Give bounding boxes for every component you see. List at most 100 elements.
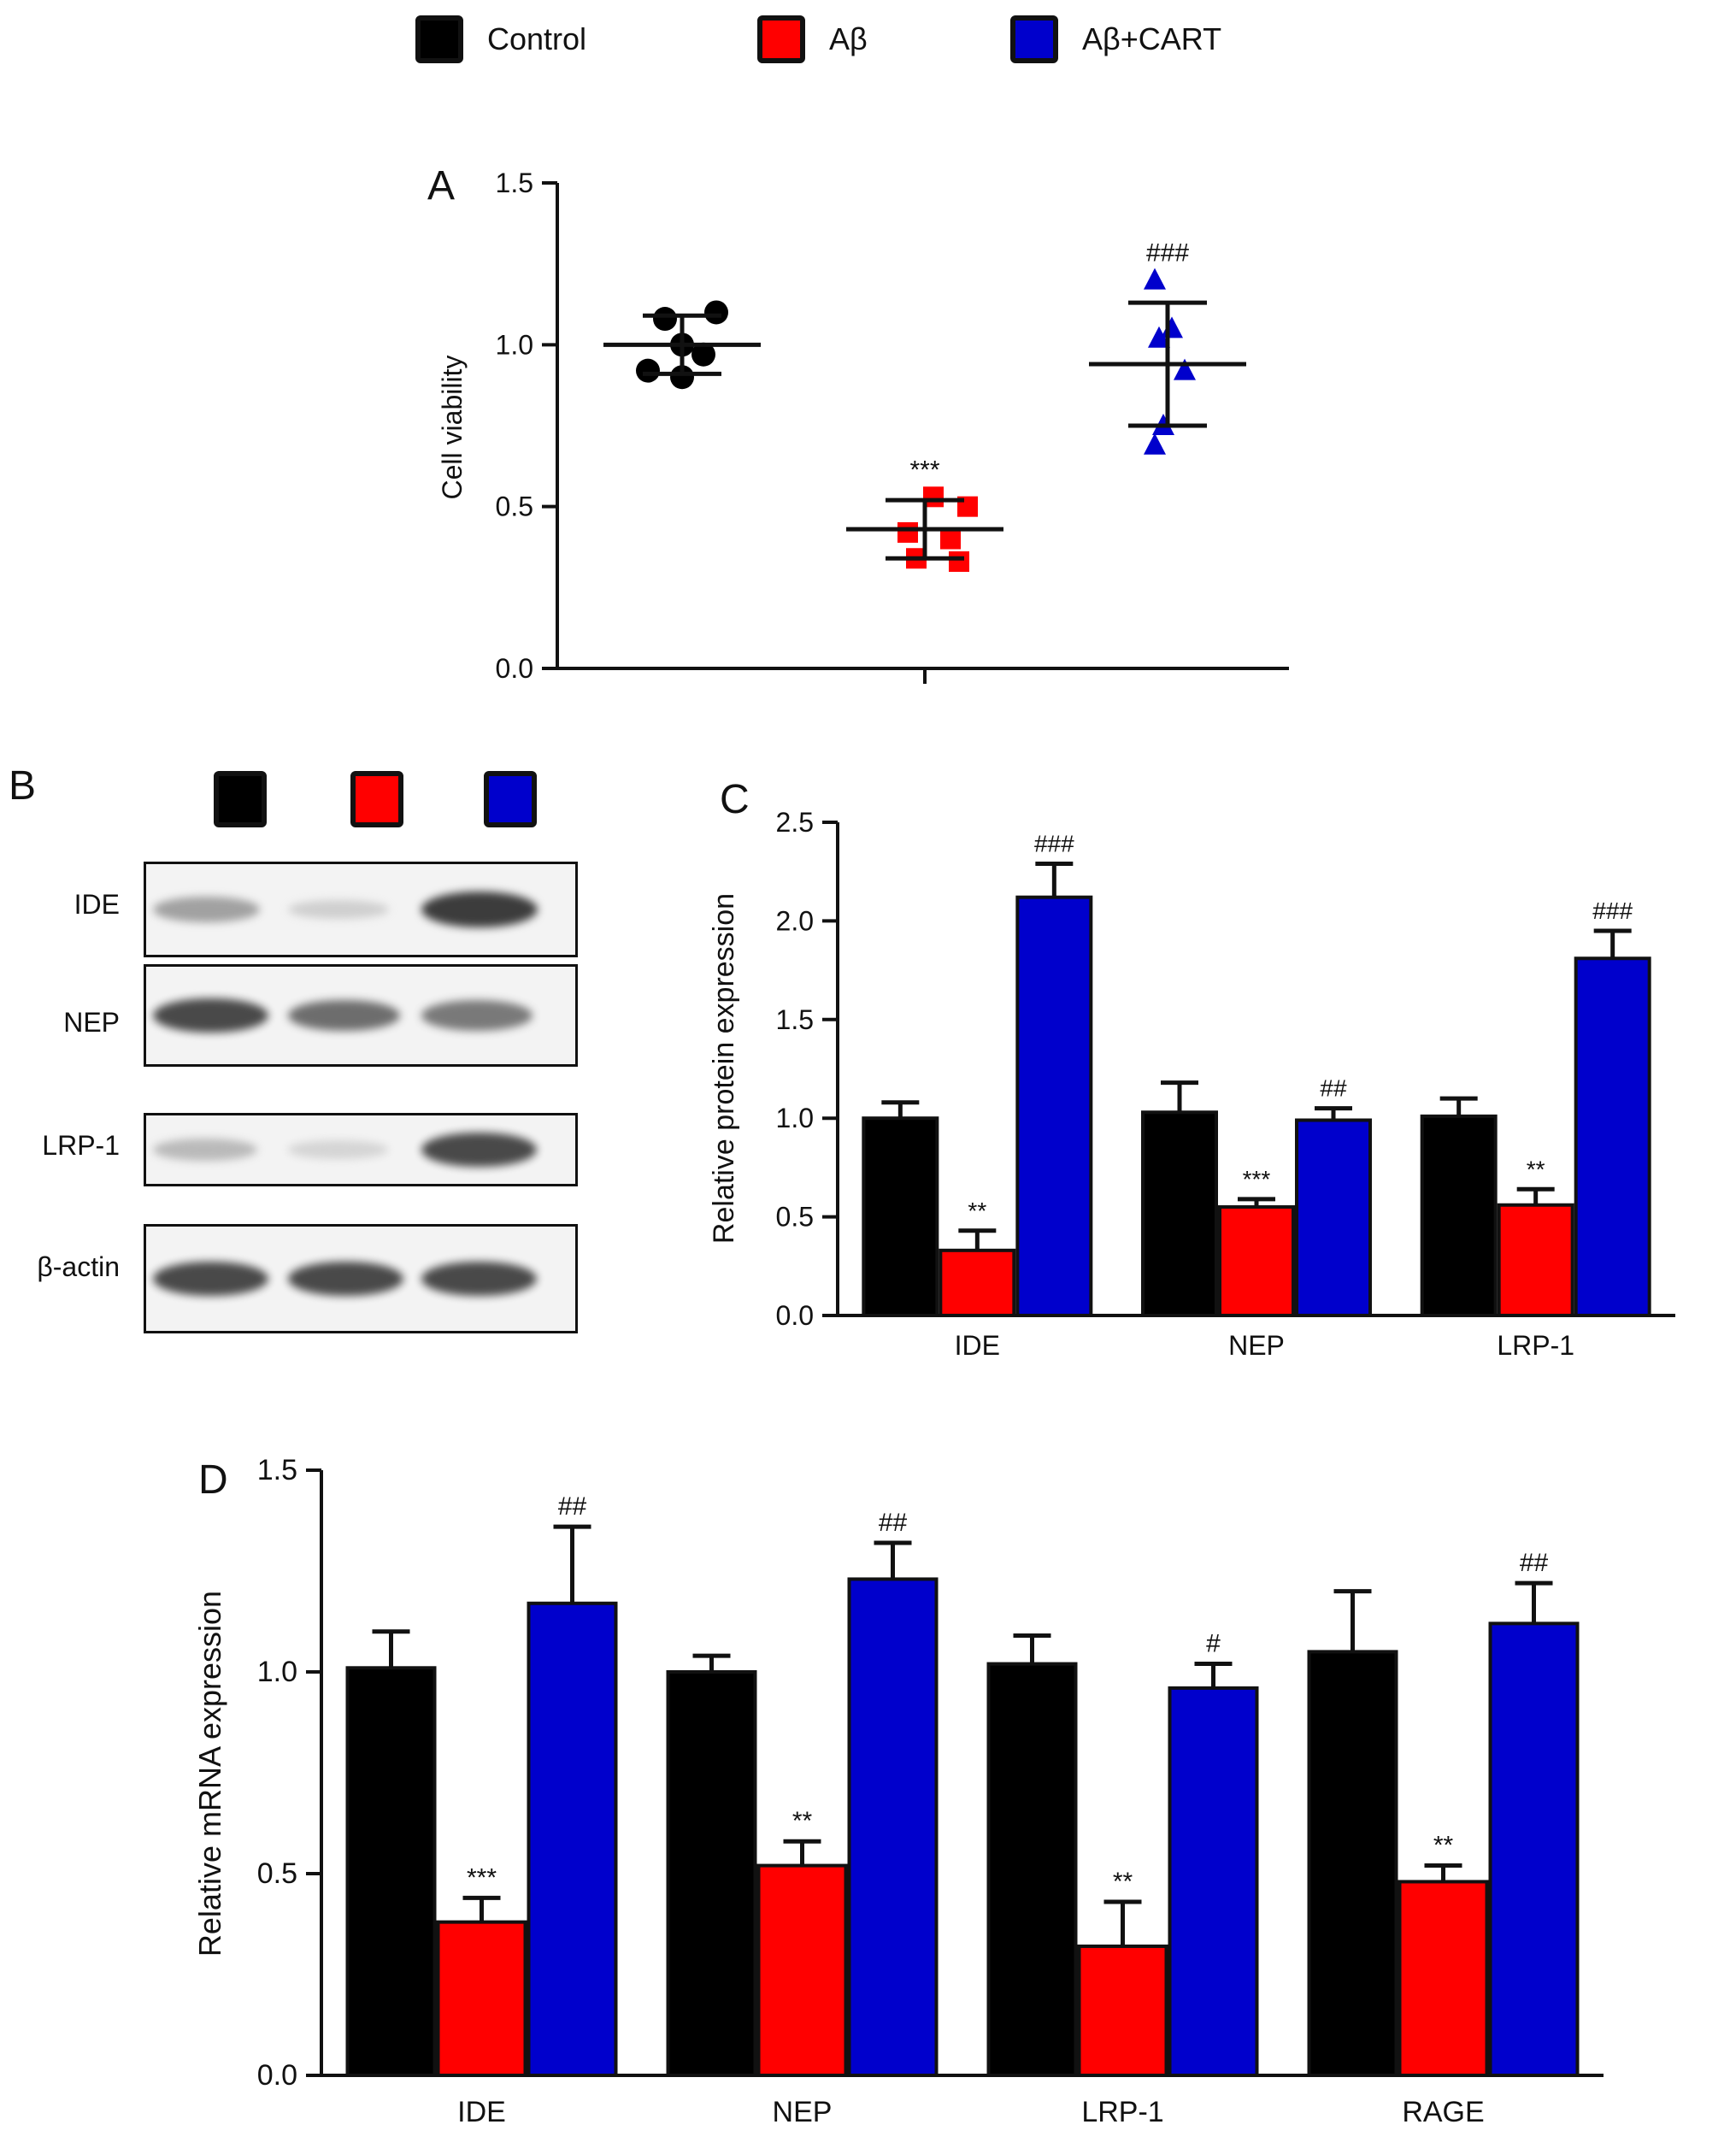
data-point [1148, 326, 1170, 348]
bar [1574, 956, 1651, 1317]
blot-band [288, 899, 389, 920]
panel-letter-b: B [9, 763, 37, 809]
data-point [1144, 268, 1166, 290]
bar [1218, 1205, 1295, 1318]
data-point [636, 358, 660, 383]
blot-band [153, 1261, 268, 1297]
bar [666, 1670, 757, 2077]
blot-strip-ide [144, 862, 578, 957]
y-tick-label: 1.5 [496, 168, 533, 198]
blot-band [421, 1261, 537, 1297]
significance-label: *** [1243, 1166, 1271, 1192]
panel-letter-a: A [427, 163, 456, 209]
significance-label: ## [1520, 1549, 1549, 1577]
legend-swatch-abeta-cart [1010, 15, 1058, 63]
x-tick-label: NEP [773, 2096, 833, 2128]
y-tick-label: 0.0 [776, 1300, 814, 1331]
lane-swatch-abeta [350, 771, 403, 827]
y-tick-label: 1.5 [776, 1004, 814, 1035]
legend-swatch-control [415, 15, 463, 63]
data-point [653, 307, 677, 332]
y-tick-label: 2.0 [776, 905, 814, 936]
data-point [670, 365, 694, 390]
blot-label-ide: IDE [74, 889, 120, 920]
blot-band [421, 1000, 533, 1031]
significance-label: # [1206, 1630, 1221, 1658]
y-axis-label: Relative protein expression [708, 893, 740, 1244]
x-tick-label: IDE [457, 2096, 506, 2128]
legend-item-abeta-cart: Aβ+CART [1010, 14, 1221, 65]
legend-swatch-abeta [757, 15, 805, 63]
significance-label: ## [879, 1509, 908, 1537]
bar [756, 1863, 848, 2078]
legend-label-abeta-cart: Aβ+CART [1082, 21, 1222, 56]
blot-band [153, 998, 268, 1033]
bar [1420, 1114, 1498, 1317]
bar [1077, 1944, 1168, 2077]
significance-label: ## [1320, 1075, 1347, 1102]
data-point [1144, 433, 1166, 455]
y-tick-label: 1.0 [776, 1103, 814, 1133]
significance-label: ** [968, 1198, 986, 1224]
blot-label-nep: NEP [63, 1007, 120, 1038]
y-tick-label: 1.0 [257, 1656, 297, 1688]
blot-band [153, 896, 261, 923]
significance-label: ** [1113, 1868, 1133, 1896]
blot-band [288, 999, 401, 1032]
significance-label: *** [909, 456, 939, 484]
significance-label: *** [467, 1863, 497, 1892]
data-point [949, 551, 969, 573]
bar [1398, 1880, 1489, 2077]
bar [527, 1601, 618, 2077]
bar [345, 1666, 437, 2078]
x-tick-label: IDE [955, 1330, 1000, 1361]
data-point [897, 521, 918, 543]
significance-label: ** [1433, 1832, 1454, 1860]
y-tick-label: 0.5 [496, 491, 533, 522]
blot-label-beta-actin: β-actin [37, 1251, 120, 1282]
y-tick-label: 0.0 [257, 2059, 297, 2092]
blot-strip-lrp1 [144, 1113, 578, 1186]
data-point [940, 528, 961, 550]
bar [1168, 1686, 1259, 2077]
blot-band [153, 1138, 257, 1162]
y-tick-label: 0.5 [257, 1857, 297, 1890]
blot-band [288, 1261, 403, 1297]
significance-label: ### [1034, 830, 1074, 856]
data-point [1174, 358, 1196, 380]
y-tick-label: 0.5 [776, 1202, 814, 1233]
bar [1015, 895, 1093, 1317]
blot-strip-nep [144, 964, 578, 1067]
bar [1307, 1650, 1398, 2078]
legend: Control Aβ Aβ+CART [0, 0, 1736, 94]
y-tick-label: 2.5 [776, 807, 814, 838]
legend-label-control: Control [487, 21, 587, 56]
panel-letter-c: C [720, 777, 750, 822]
data-point [691, 342, 715, 367]
y-axis-label: Cell viability [437, 356, 468, 500]
y-axis-label: Relative mRNA expression [192, 1591, 227, 1957]
y-tick-label: 1.0 [496, 329, 533, 360]
lane-swatch-abeta-cart [484, 771, 537, 827]
lane-swatch-control [214, 771, 267, 827]
bar [939, 1248, 1016, 1318]
blot-strip-beta-actin [144, 1224, 578, 1333]
significance-label: ### [1592, 898, 1633, 924]
blot-band [288, 1140, 388, 1159]
bar [1295, 1118, 1372, 1318]
bar [1497, 1203, 1574, 1317]
legend-item-abeta: Aβ [757, 14, 868, 65]
x-tick-label: LRP-1 [1081, 2096, 1163, 2128]
y-tick-label: 0.0 [496, 653, 533, 684]
data-point [704, 300, 728, 325]
bar [1488, 1621, 1580, 2077]
significance-label: ** [1527, 1156, 1545, 1182]
y-tick-label: 1.5 [257, 1454, 297, 1486]
bar [847, 1577, 939, 2077]
x-tick-label: NEP [1228, 1330, 1285, 1361]
bar [1141, 1110, 1218, 1317]
significance-label: ## [558, 1492, 587, 1521]
blot-label-lrp1: LRP-1 [42, 1130, 120, 1161]
